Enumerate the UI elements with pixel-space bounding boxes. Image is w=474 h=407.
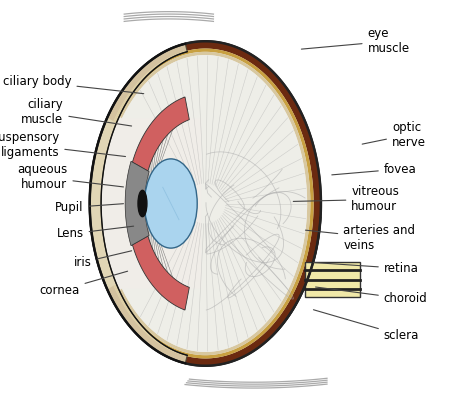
Text: optic
nerve: optic nerve: [362, 120, 426, 149]
Polygon shape: [113, 48, 314, 359]
Text: Lens: Lens: [56, 226, 134, 241]
Polygon shape: [125, 161, 149, 246]
Polygon shape: [90, 44, 187, 363]
Ellipse shape: [138, 190, 147, 217]
Text: choroid: choroid: [316, 287, 428, 305]
Text: iris: iris: [74, 251, 132, 269]
Polygon shape: [132, 97, 189, 171]
Text: arteries and
veins: arteries and veins: [305, 224, 415, 252]
Text: ciliary
muscle: ciliary muscle: [21, 98, 132, 126]
Text: vitreous
humour: vitreous humour: [293, 186, 399, 213]
Text: retina: retina: [314, 262, 419, 275]
Text: suspensory
ligaments: suspensory ligaments: [0, 131, 126, 159]
Text: Pupil: Pupil: [55, 201, 123, 214]
Polygon shape: [107, 41, 321, 366]
Polygon shape: [90, 41, 321, 366]
Polygon shape: [122, 55, 307, 352]
Text: eye
muscle: eye muscle: [301, 27, 410, 55]
Polygon shape: [132, 236, 189, 310]
Ellipse shape: [145, 159, 197, 248]
Text: fovea: fovea: [332, 162, 417, 175]
Polygon shape: [119, 52, 310, 355]
Text: ciliary body: ciliary body: [3, 75, 144, 94]
Text: sclera: sclera: [313, 310, 419, 342]
FancyBboxPatch shape: [305, 263, 360, 297]
Text: cornea: cornea: [39, 271, 128, 297]
Text: aqueous
humour: aqueous humour: [17, 163, 123, 191]
